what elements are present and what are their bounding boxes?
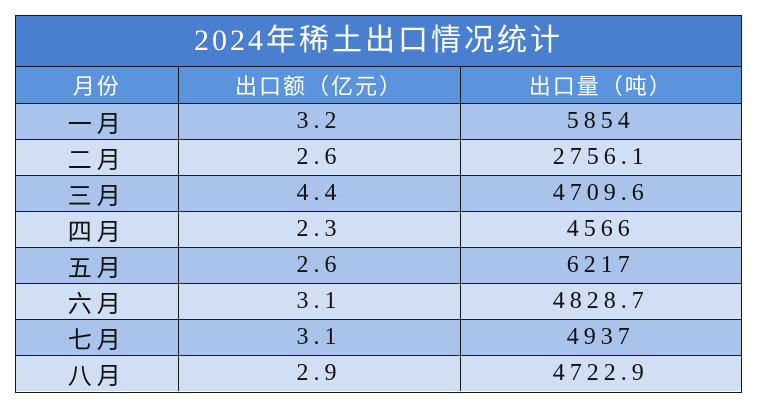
- value-cell: 4828.7: [459, 283, 741, 320]
- table-row: 四月 2.3 4566: [16, 211, 741, 248]
- table-row: 七月 3.1 4937: [16, 319, 741, 356]
- table-row: 六月 3.1 4828.7: [16, 283, 741, 320]
- table-row: 二月 2.6 2756.1: [16, 139, 741, 176]
- month-cell: 八月: [16, 355, 179, 391]
- table-row: 八月 2.9 4722.9: [16, 355, 741, 391]
- value-cell: 4.4: [177, 175, 461, 212]
- value-cell: 3.1: [177, 319, 461, 356]
- value-cell: 4722.9: [459, 355, 741, 391]
- data-table: 月份 出口额（亿元） 出口量（吨） 一月 3.2 5854 二月 2.6 2756.1 三月 4.…: [16, 67, 741, 391]
- value-cell: 4566: [459, 211, 741, 248]
- value-cell: 2.3: [177, 211, 461, 248]
- table-frame: 2024年稀土出口情况统计 月份 出口额（亿元） 出口量（吨） 一月 3.2 5854 二…: [15, 15, 742, 393]
- month-cell: 五月: [16, 247, 179, 284]
- value-cell: 3.1: [177, 283, 461, 320]
- month-cell: 六月: [16, 283, 179, 320]
- month-cell: 二月: [16, 139, 179, 176]
- value-cell: 2.6: [177, 139, 461, 176]
- month-cell: 七月: [16, 319, 179, 356]
- table-title: 2024年稀土出口情况统计: [16, 16, 741, 67]
- column-header: 月份: [16, 67, 179, 104]
- column-header: 出口额（亿元）: [177, 67, 461, 104]
- table-body: 一月 3.2 5854 二月 2.6 2756.1 三月 4.4 4709.6 四月 2.3 4566…: [16, 103, 741, 391]
- month-cell: 一月: [16, 103, 179, 140]
- value-cell: 5854: [459, 103, 741, 140]
- value-cell: 6217: [459, 247, 741, 284]
- value-cell: 4937: [459, 319, 741, 356]
- table-row: 一月 3.2 5854: [16, 103, 741, 140]
- header-row: 月份 出口额（亿元） 出口量（吨）: [16, 67, 741, 104]
- column-header: 出口量（吨）: [459, 67, 741, 104]
- table-row: 三月 4.4 4709.6: [16, 175, 741, 212]
- value-cell: 4709.6: [459, 175, 741, 212]
- value-cell: 2756.1: [459, 139, 741, 176]
- month-cell: 三月: [16, 175, 179, 212]
- month-cell: 四月: [16, 211, 179, 248]
- value-cell: 3.2: [177, 103, 461, 140]
- value-cell: 2.6: [177, 247, 461, 284]
- table-row: 五月 2.6 6217: [16, 247, 741, 284]
- value-cell: 2.9: [177, 355, 461, 391]
